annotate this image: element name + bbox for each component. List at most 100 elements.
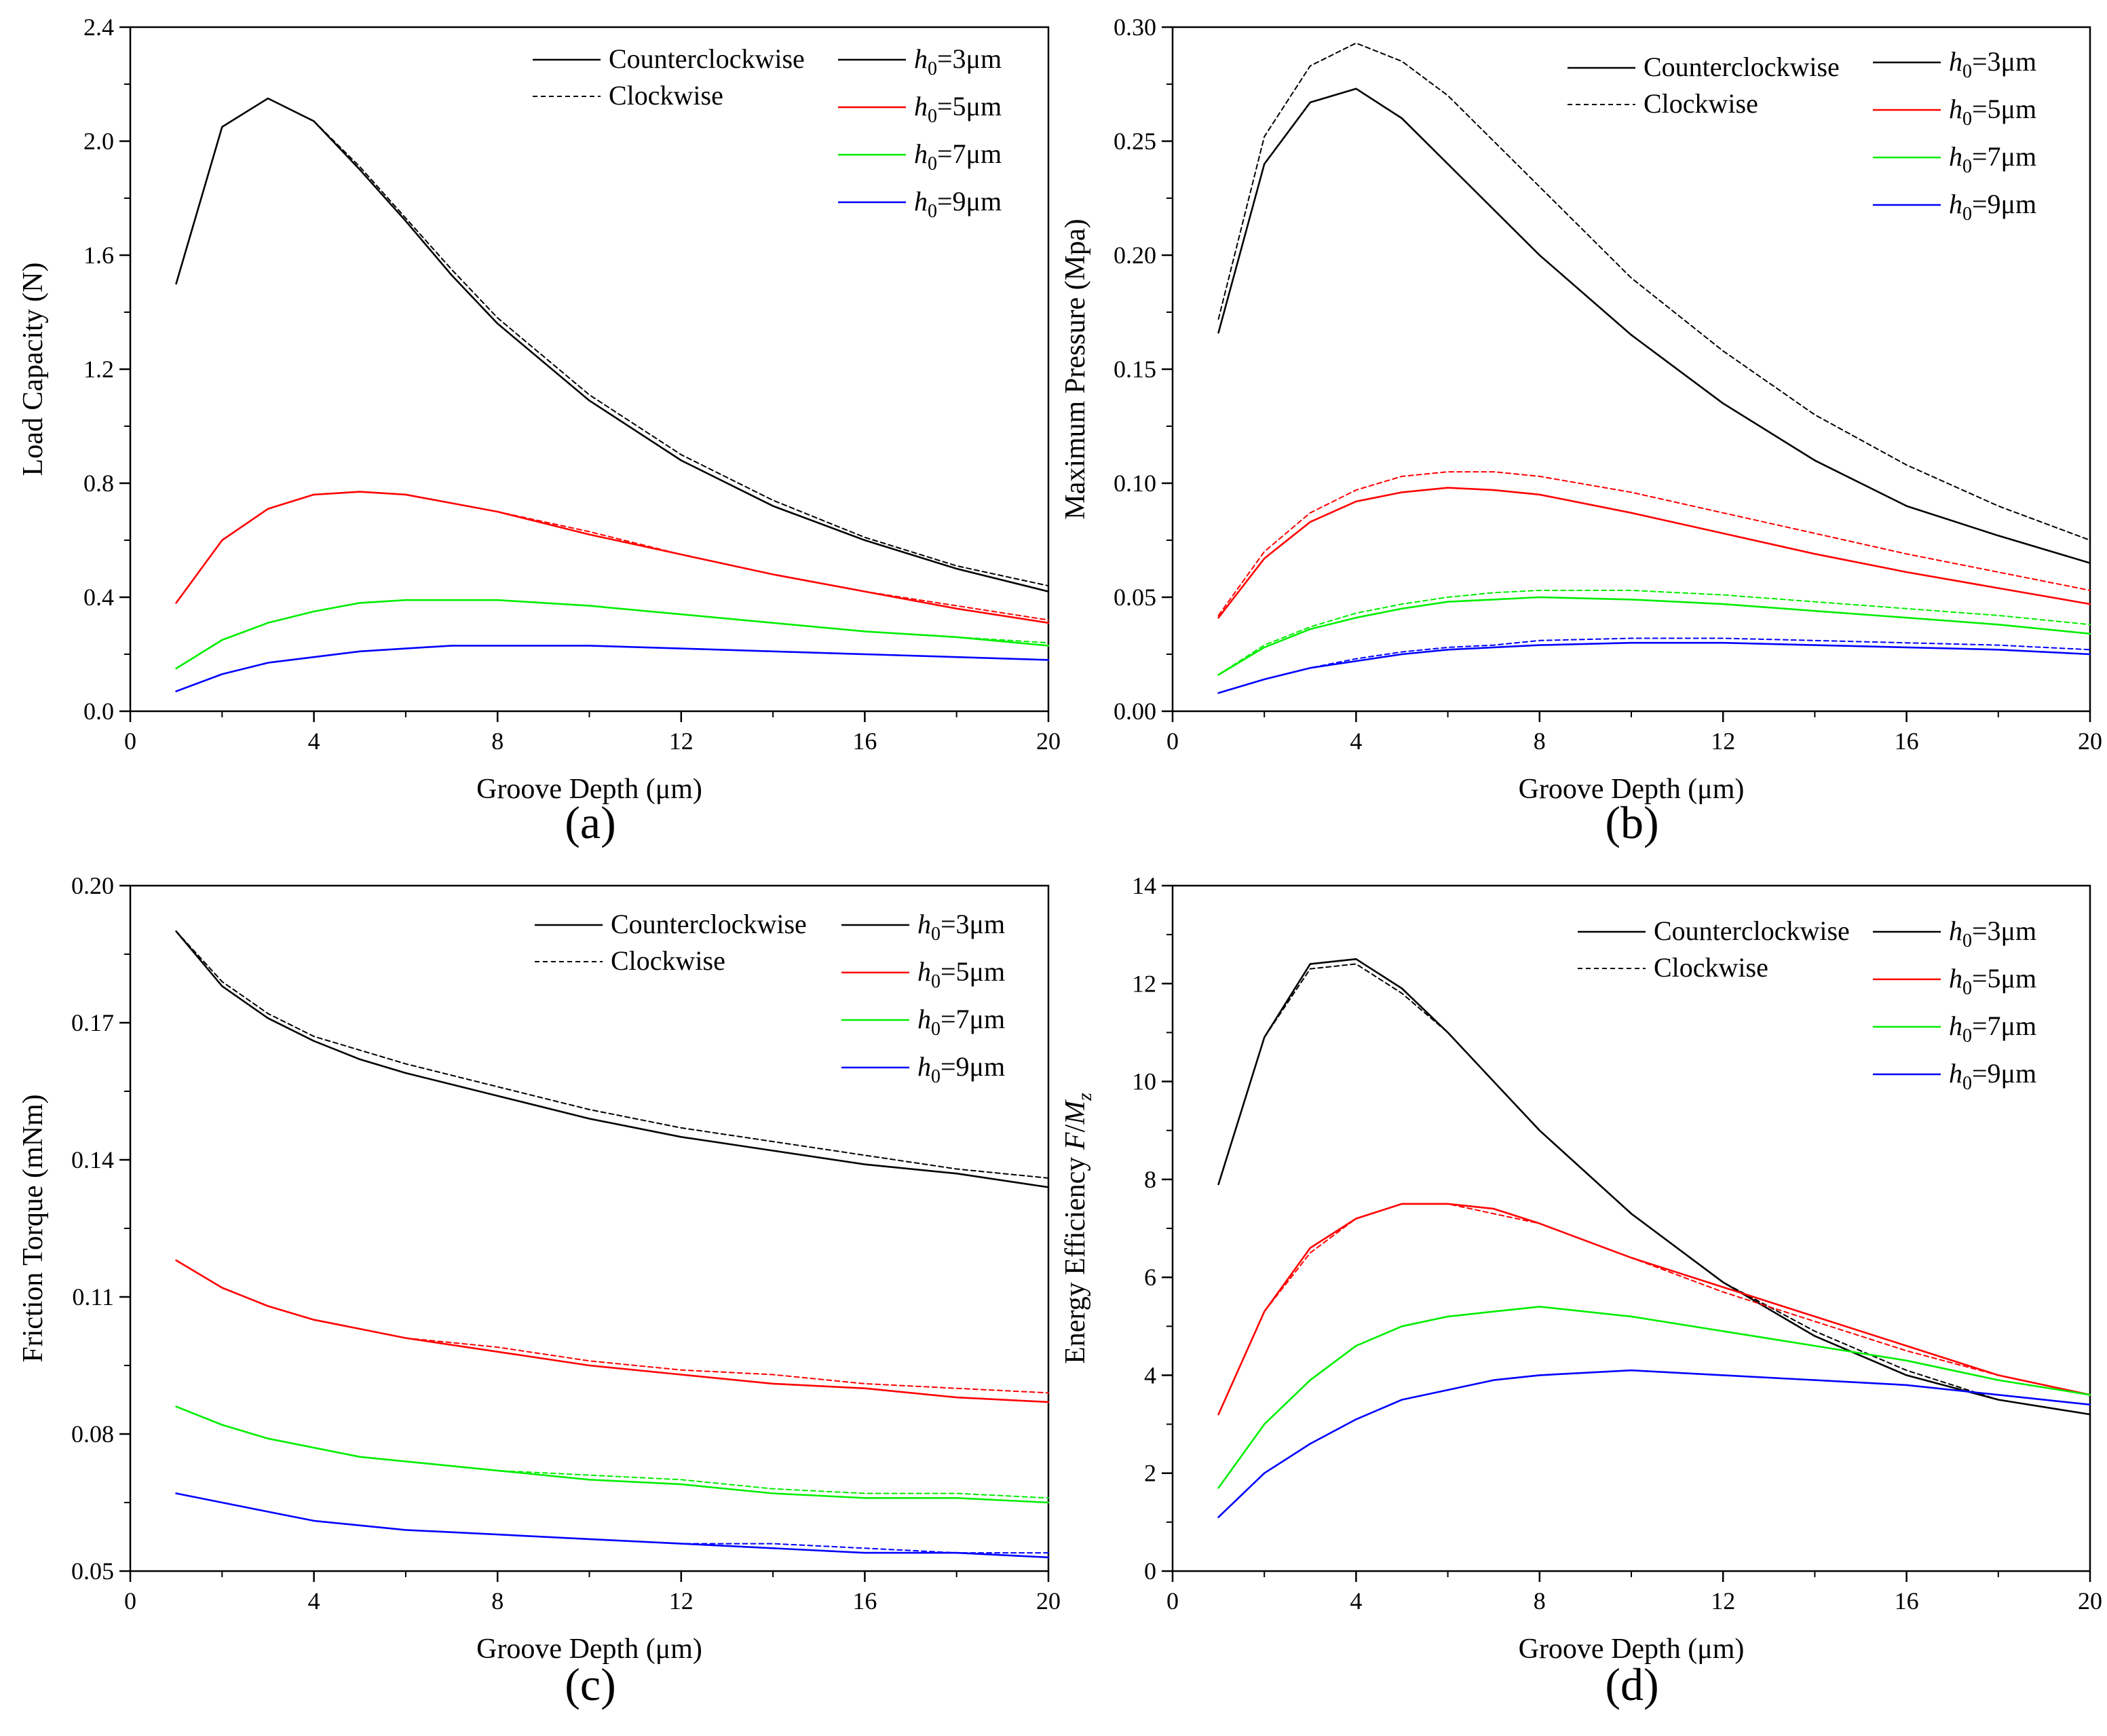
y-tick-label: 0.17 (71, 1009, 114, 1036)
plot-frame (1171, 26, 2091, 713)
series-line-h0-3-clockwise (1217, 963, 2091, 1416)
x-tick-label: 16 (852, 728, 877, 755)
plot-frame (129, 884, 1050, 1572)
y-tick-label: 0.05 (1114, 584, 1156, 611)
series-line-h0-9-counterclockwise (175, 645, 1050, 692)
x-tick-label: 8 (1534, 728, 1546, 755)
series-line-h0-9-clockwise (1217, 1370, 2091, 1518)
series-line-h0-7-counterclockwise (175, 1405, 1050, 1504)
x-axis-title: Groove Depth (μm) (476, 1634, 702, 1665)
legend-label-h0: h0=7μm (1949, 141, 2036, 177)
chart-panel-c: 0 4 8 12 16 20 0.05 0.08 0.11 0.14 0.17 0.20 Groove … (18, 872, 1061, 1710)
chart-panel-d: 0 4 8 12 16 20 0 2 4 6 8 10 12 14 Groove Depth (μm) Ene… (1060, 872, 2102, 1710)
y-tick-label: 1.6 (83, 242, 114, 269)
x-tick-label: 16 (852, 1587, 877, 1615)
y-tick-label: 0.0 (83, 698, 114, 725)
x-tick-label: 12 (669, 728, 694, 755)
y-tick-label: 0.20 (71, 872, 114, 899)
x-tick-label: 4 (1350, 1587, 1362, 1615)
series-line-h0-3-clockwise (1217, 42, 2091, 541)
x-axis-title: Groove Depth (μm) (1519, 1634, 1745, 1665)
series-line-h0-5-clockwise (175, 1260, 1049, 1394)
panel-label: (c) (565, 1659, 615, 1710)
x-tick-label: 0 (1166, 728, 1179, 755)
series-line-h0-5-counterclockwise (1217, 487, 2091, 619)
series-line-h0-7-counterclockwise (1217, 596, 2091, 676)
series-line-h0-5-counterclockwise (1217, 1203, 2091, 1416)
x-tick-label: 12 (1711, 1587, 1735, 1615)
y-tick-label: 0.14 (71, 1146, 114, 1173)
x-tick-label: 8 (1534, 1587, 1546, 1615)
legend-label-h0: h0=9μm (1949, 189, 2036, 225)
x-tick-label: 16 (1895, 728, 1919, 755)
y-tick-label: 0.11 (72, 1283, 114, 1310)
chart-panel-b: 0 4 8 12 16 20 0.00 0.05 0.10 0.15 0.20 0.25 0.30 Gro… (1060, 14, 2102, 848)
x-tick-label: 20 (2078, 728, 2102, 755)
legend-label-counterclockwise: Counterclockwise (1654, 916, 1850, 946)
legend-label-h0: h0=7μm (914, 138, 1002, 174)
y-tick-label: 8 (1144, 1166, 1156, 1193)
legend-label-h0: h0=9μm (917, 1051, 1005, 1087)
legend-label-h0: h0=7μm (917, 1004, 1005, 1040)
y-tick-label: 0.08 (71, 1420, 114, 1448)
legend-label-clockwise: Clockwise (609, 80, 723, 111)
legend-label-clockwise: Clockwise (1654, 952, 1768, 983)
y-tick-label: 0.15 (1114, 356, 1156, 383)
series-line-h0-9-counterclockwise (1217, 1369, 2091, 1518)
y-tick-label: 0.00 (1114, 698, 1156, 725)
y-tick-label: 0.4 (83, 584, 114, 611)
y-axis-title: Maximum Pressure (Mpa) (1060, 219, 1091, 519)
series-line-h0-3-counterclockwise (175, 930, 1050, 1188)
y-tick-label: 10 (1132, 1068, 1156, 1095)
legend-label-h0: h0=3μm (917, 909, 1005, 945)
panel-label: (b) (1605, 797, 1658, 848)
legend-label-h0: h0=3μm (914, 43, 1002, 79)
x-tick-label: 20 (1036, 728, 1061, 755)
y-tick-label: 0.30 (1114, 14, 1156, 41)
y-tick-label: 0.20 (1114, 242, 1156, 269)
series-line-h0-5-clockwise (1217, 1203, 2091, 1416)
y-tick-label: 0 (1144, 1558, 1156, 1585)
x-tick-label: 4 (308, 1587, 320, 1615)
y-axis-title: Load Capacity (N) (18, 263, 49, 476)
x-tick-label: 8 (491, 1587, 504, 1615)
y-tick-label: 0.25 (1114, 128, 1156, 155)
x-axis-title: Groove Depth (μm) (476, 774, 702, 805)
y-tick-label: 14 (1132, 872, 1156, 899)
y-axis-title: Energy Efficiency F/Mz (1060, 1093, 1096, 1364)
legend-label-clockwise: Clockwise (611, 945, 725, 976)
x-tick-label: 8 (491, 728, 504, 755)
x-tick-label: 16 (1895, 1587, 1919, 1615)
chart-panel-a: 0 4 8 12 16 20 0.0 0.4 0.8 1.2 1.6 2.0 2.4 Groove Dep… (18, 14, 1061, 848)
series-line-h0-7-counterclockwise (1217, 1306, 2091, 1489)
x-tick-label: 0 (1166, 1587, 1179, 1615)
x-tick-label: 0 (124, 728, 136, 755)
series-line-h0-3-clockwise (175, 930, 1049, 1179)
y-tick-label: 0.8 (83, 470, 114, 497)
x-tick-label: 20 (2078, 1587, 2102, 1615)
legend-label-h0: h0=3μm (1949, 46, 2036, 82)
legend-label-h0: h0=5μm (917, 956, 1005, 992)
series-line-h0-7-clockwise (1217, 1306, 2091, 1489)
legend-label-counterclockwise: Counterclockwise (609, 43, 805, 74)
legend-label-h0: h0=5μm (914, 91, 1002, 127)
legend-label-clockwise: Clockwise (1644, 88, 1758, 119)
plot-frame (129, 26, 1050, 713)
series-line-h0-9-clockwise (175, 1492, 1049, 1554)
series-line-h0-5-clockwise (1217, 471, 2091, 616)
legend-label-h0: h0=9μm (914, 186, 1002, 222)
x-tick-label: 4 (308, 728, 320, 755)
series-line-h0-9-counterclockwise (1217, 641, 2091, 694)
legend-label-h0: h0=5μm (1949, 963, 2036, 999)
x-tick-label: 12 (669, 1587, 694, 1615)
y-tick-label: 2 (1144, 1460, 1156, 1487)
series-line-h0-9-clockwise (1217, 637, 2091, 694)
series-line-h0-5-counterclockwise (175, 1259, 1050, 1403)
legend-label-counterclockwise: Counterclockwise (611, 909, 807, 939)
series-line-h0-9-counterclockwise (175, 1492, 1050, 1559)
y-tick-label: 2.0 (83, 128, 114, 155)
panel-label: (a) (565, 797, 615, 848)
legend-label-counterclockwise: Counterclockwise (1644, 52, 1840, 82)
y-tick-label: 0.05 (71, 1558, 114, 1585)
